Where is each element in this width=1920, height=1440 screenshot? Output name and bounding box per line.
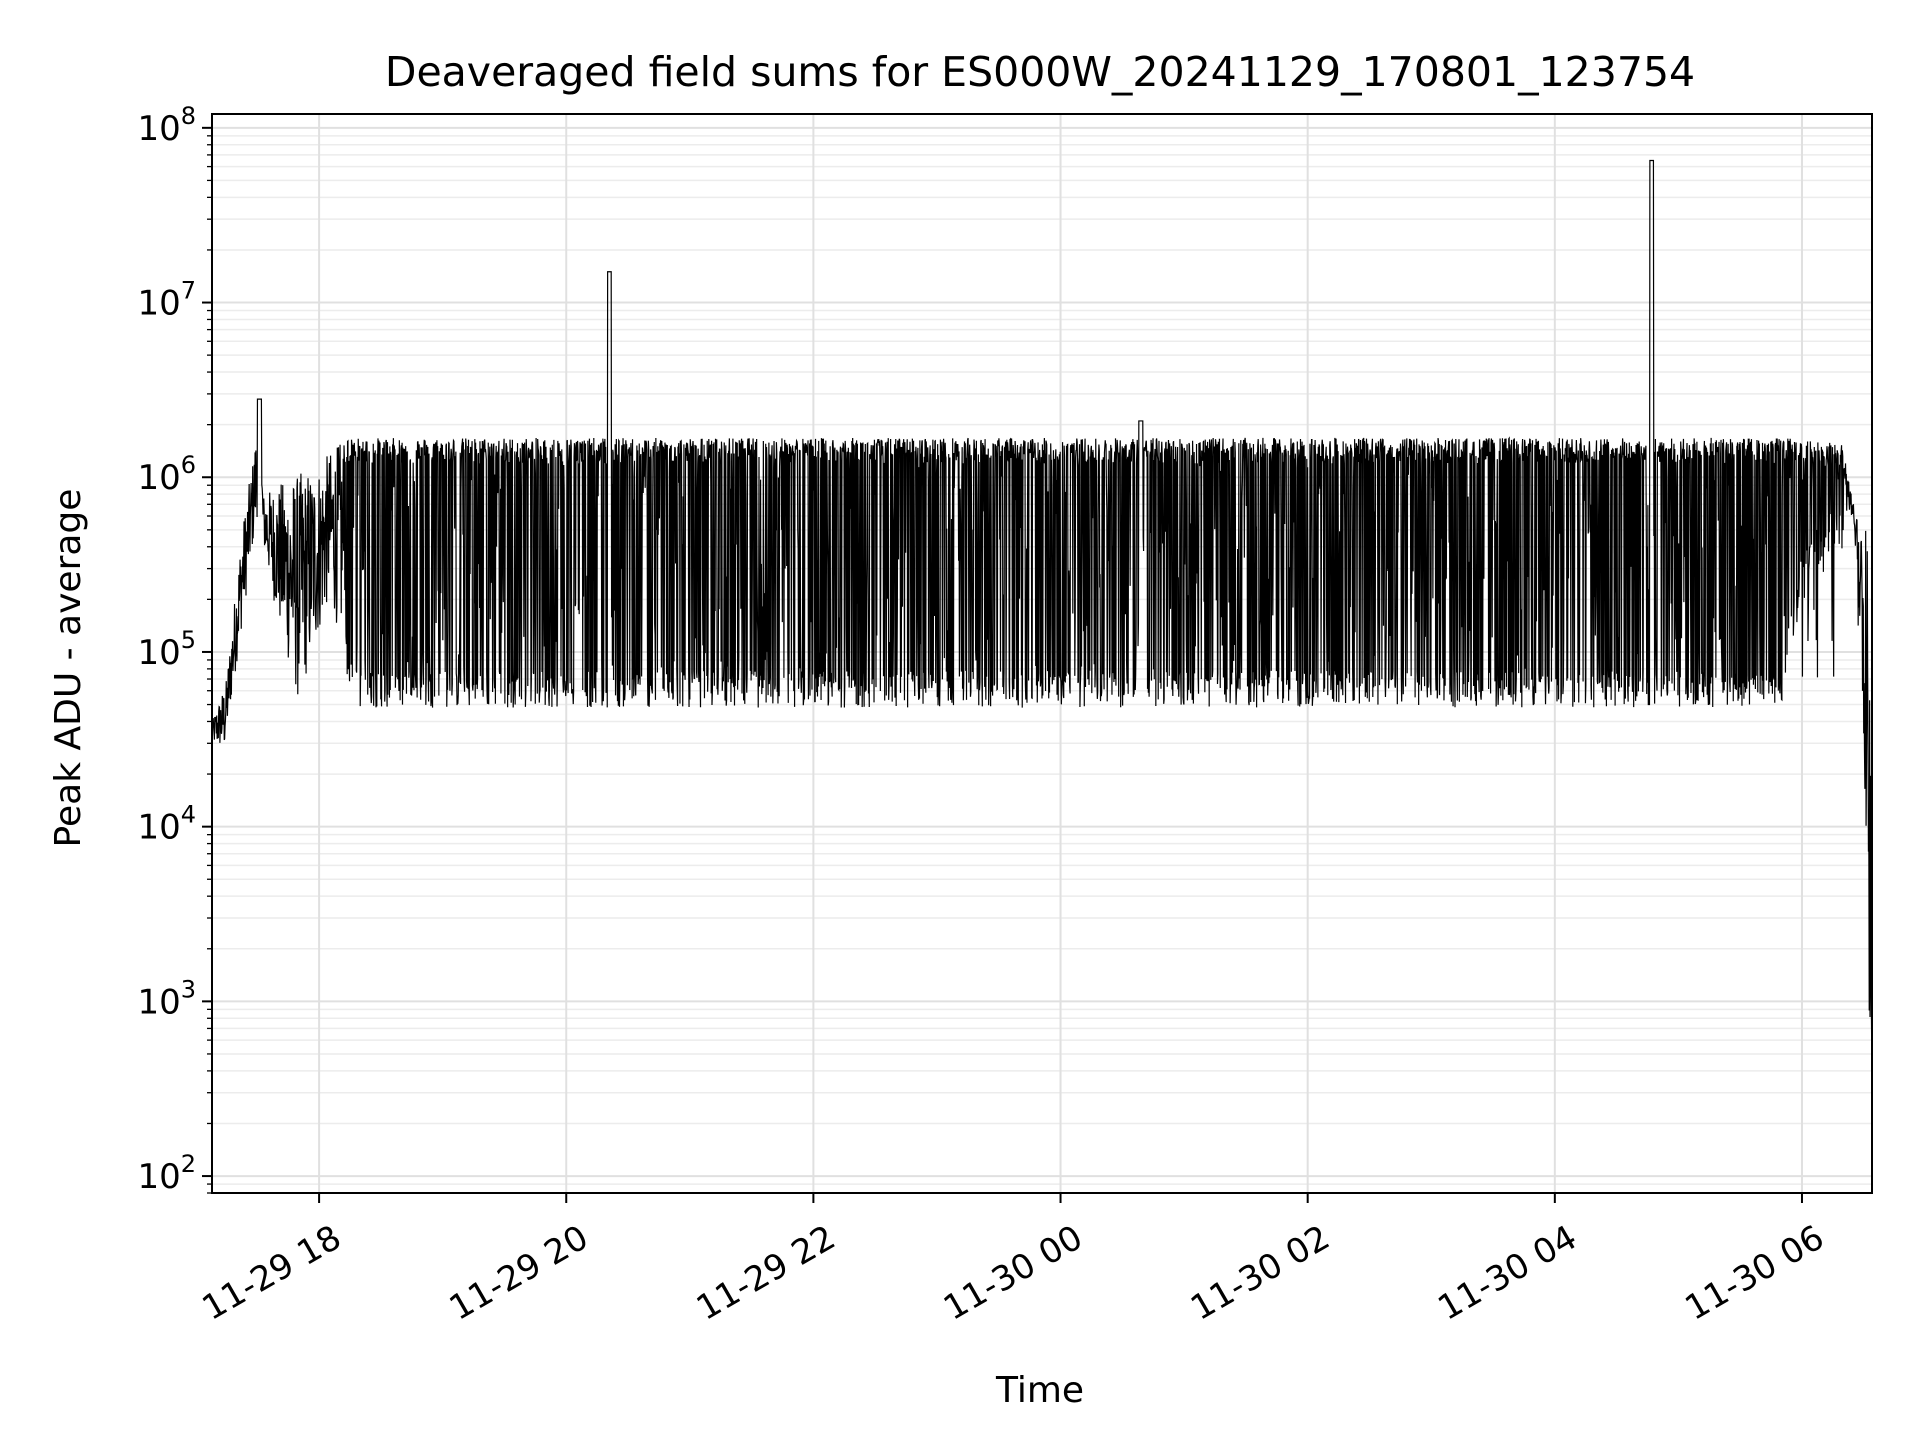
- data-series: [211, 159, 1873, 1035]
- y-tick-label: 102: [137, 1150, 196, 1197]
- x-axis-label: Time: [995, 1370, 1084, 1411]
- y-tick-label: 108: [137, 102, 196, 149]
- y-tick-label: 103: [137, 975, 196, 1022]
- y-tick-label: 105: [137, 626, 196, 673]
- y-tick-label: 106: [137, 451, 196, 498]
- y-tick-label: 107: [137, 277, 196, 324]
- y-axis-label: Peak ADU - average: [48, 489, 89, 848]
- chart-title: Deaveraged field sums for ES000W_2024112…: [385, 48, 1695, 96]
- plot-frame: [211, 113, 1873, 1194]
- series-line: [211, 159, 1873, 1035]
- grid: [212, 114, 1872, 1194]
- y-tick-label: 104: [137, 801, 196, 848]
